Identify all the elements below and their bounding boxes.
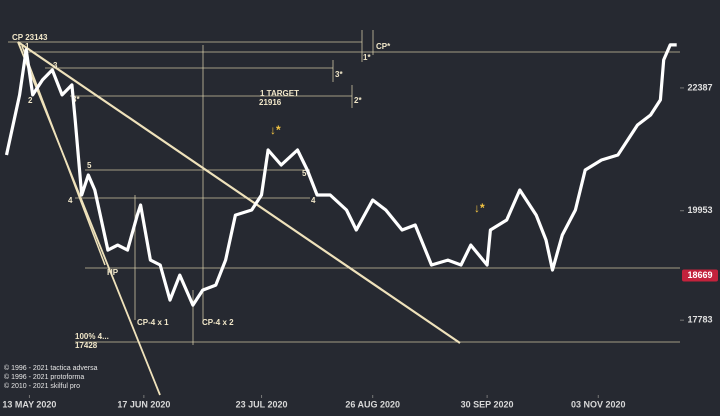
y-tick-label: 17783 [687, 315, 712, 325]
annotations: CP 23143 1 2 3 3* 1* CP* 3* 1 TARGET 219… [12, 33, 485, 350]
copyright-line: © 2010 - 2021 skilful pro [4, 382, 80, 390]
x-tick-label: 23 JUL 2020 [236, 399, 288, 409]
x-tick-label: 13 MAY 2020 [2, 399, 56, 409]
annotation-lines [8, 30, 680, 396]
annotation: CP* [376, 42, 391, 51]
annotation: 100% 4... [75, 332, 109, 341]
price-badge [682, 269, 718, 282]
trend-line [17, 41, 461, 344]
annotation: 17428 [75, 341, 98, 350]
copyright-line: © 1996 - 2021 protoforma [4, 373, 84, 381]
annotation: 1 [25, 42, 30, 51]
annotation: CP-4 x 1 [137, 318, 169, 327]
trend-line [17, 41, 161, 396]
annotation: 3 [53, 61, 58, 70]
y-tick-label: 19953 [687, 205, 712, 215]
annotation: 5* [302, 169, 310, 178]
annotation: 2 [28, 96, 33, 105]
y-tick-label: 22387 [687, 82, 712, 92]
annotation: 21916 [259, 98, 282, 107]
x-tick-label: 30 SEP 2020 [461, 399, 514, 409]
trend-line [21, 45, 106, 266]
annotation: CP-4 x 2 [202, 318, 234, 327]
annotation: 1* [363, 53, 371, 62]
annotation: 4 [68, 196, 73, 205]
x-tick-label: 03 NOV 2020 [571, 399, 626, 409]
annotation: CP 23143 [12, 33, 48, 42]
signal-arrow: ↓* [474, 201, 485, 215]
signal-arrow: ↓* [270, 123, 281, 137]
annotation: 4 [311, 196, 316, 205]
price-badge-label: 18669 [687, 270, 712, 280]
annotation: 2* [354, 96, 362, 105]
copyright: © 1996 - 2021 tactica adversa © 1996 - 2… [4, 364, 98, 390]
annotation: 5 [87, 161, 92, 170]
copyright-line: © 1996 - 2021 tactica adversa [4, 364, 98, 372]
annotation: 3* [72, 95, 80, 104]
price-line [4, 43, 677, 307]
annotation: 1 TARGET [260, 89, 299, 98]
annotation: HP [107, 268, 119, 277]
annotation: 3* [335, 70, 343, 79]
x-tick-label: 17 JUN 2020 [117, 399, 170, 409]
x-tick-label: 26 AUG 2020 [345, 399, 400, 409]
